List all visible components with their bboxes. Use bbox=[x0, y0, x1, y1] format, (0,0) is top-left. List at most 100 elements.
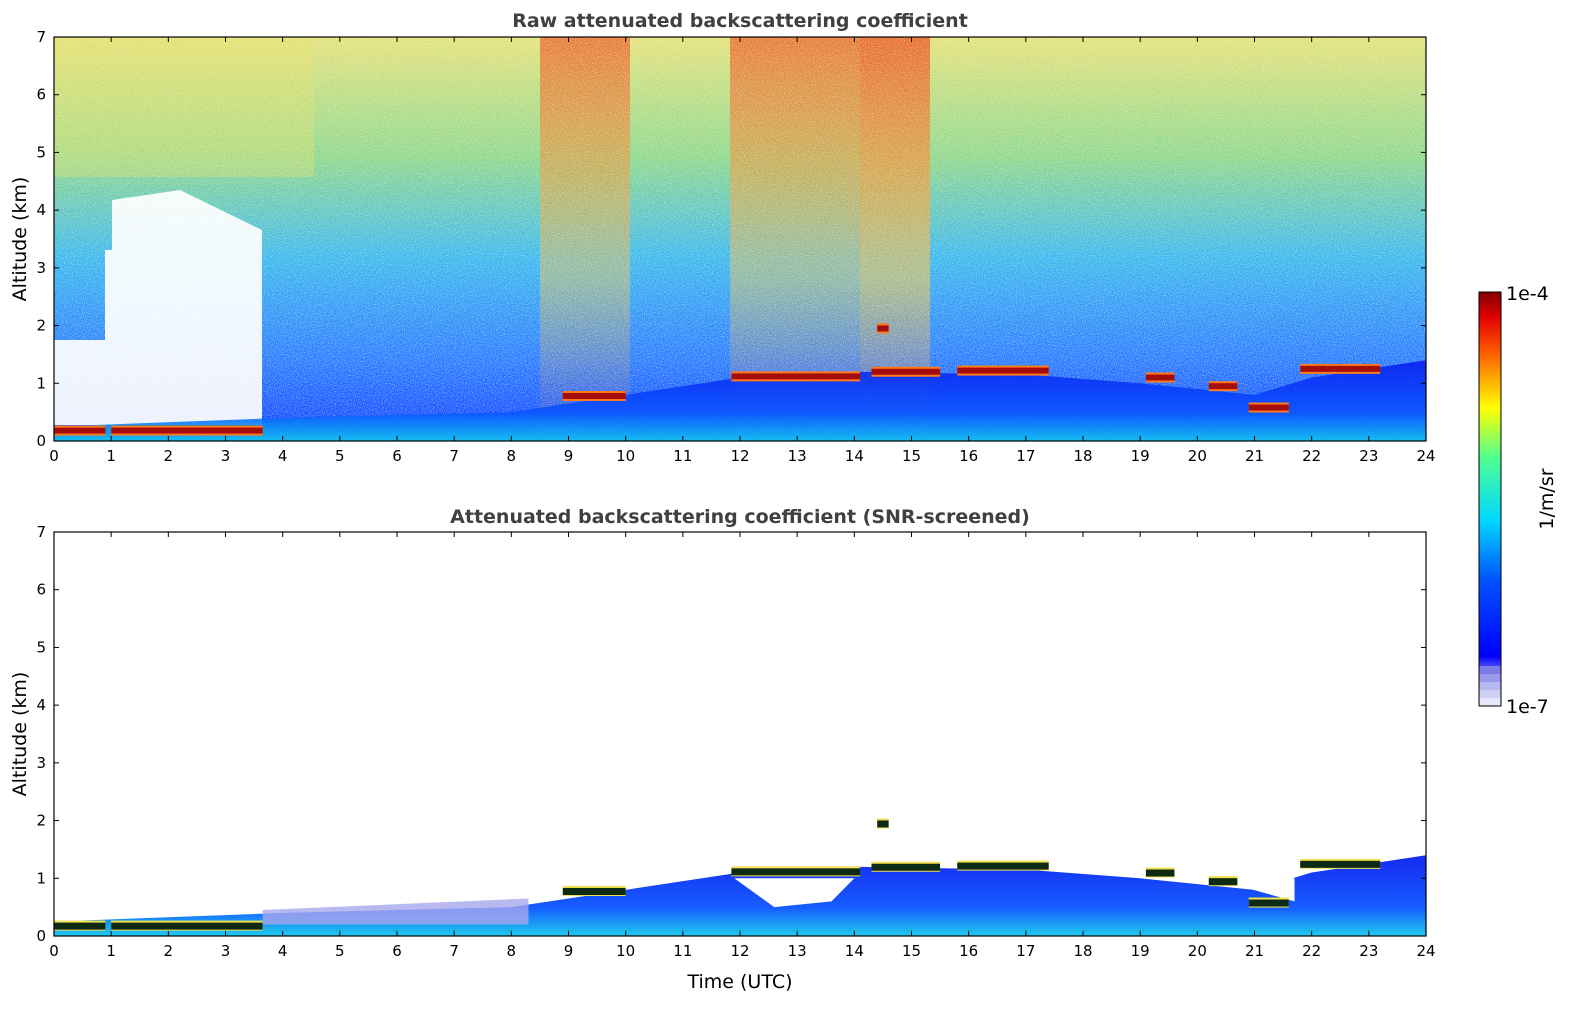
x-tick-label: 8 bbox=[507, 942, 517, 960]
x-tick-label: 17 bbox=[1016, 447, 1035, 465]
colorbar-min-label: 1e-7 bbox=[1506, 696, 1549, 718]
colorbar-max-label: 1e-4 bbox=[1506, 283, 1549, 305]
cloud-layer bbox=[1145, 869, 1175, 877]
raw-heatmap bbox=[54, 37, 1426, 441]
colorbar-label: 1/m/sr bbox=[1536, 468, 1558, 529]
x-tick-label: 20 bbox=[1188, 447, 1207, 465]
cloud-layer bbox=[731, 373, 861, 380]
x-tick-label: 12 bbox=[730, 942, 749, 960]
residual-layer bbox=[262, 898, 529, 925]
y-tick-label: 0 bbox=[36, 432, 46, 450]
raw-y-axis-label: Altitude (km) bbox=[9, 177, 31, 302]
snr-heatmap bbox=[54, 532, 1426, 936]
x-tick-label: 0 bbox=[49, 447, 59, 465]
raw-x-axis: 0 1 2 3 4 5 6 7 8 9 10 11 12 13 14 15 16 17 18 19 20 21 22 23 24 bbox=[49, 37, 1436, 465]
x-tick-label: 22 bbox=[1302, 447, 1321, 465]
cloud-layer bbox=[1248, 404, 1289, 411]
y-tick-label: 4 bbox=[36, 696, 46, 714]
raw-panel-title: Raw attenuated backscattering coefficien… bbox=[512, 10, 968, 32]
cloud-layer bbox=[54, 922, 106, 930]
cloud-layer bbox=[1208, 383, 1238, 390]
x-tick-label: 18 bbox=[1073, 447, 1092, 465]
x-tick-label: 18 bbox=[1073, 942, 1092, 960]
snr-y-axis-label: Altitude (km) bbox=[9, 672, 31, 797]
cloud-layer bbox=[111, 922, 263, 930]
cloud-layer bbox=[111, 427, 263, 434]
x-tick-label: 13 bbox=[788, 447, 807, 465]
cloud-layer bbox=[1300, 860, 1381, 868]
x-tick-label: 8 bbox=[507, 447, 517, 465]
x-tick-label: 20 bbox=[1188, 942, 1207, 960]
x-tick-label: 4 bbox=[278, 447, 288, 465]
y-tick-label: 6 bbox=[36, 86, 46, 104]
x-tick-label: 12 bbox=[730, 447, 749, 465]
cloud-layer bbox=[731, 868, 861, 876]
x-axis-label: Time (UTC) bbox=[686, 971, 792, 993]
x-tick-label: 15 bbox=[902, 447, 921, 465]
cloud-layer bbox=[877, 820, 889, 828]
colorbar-step bbox=[1479, 666, 1501, 674]
colorbar-gradient bbox=[1478, 291, 1502, 707]
y-tick-label: 3 bbox=[36, 754, 46, 772]
y-tick-label: 5 bbox=[36, 143, 46, 161]
x-tick-label: 2 bbox=[164, 447, 174, 465]
x-tick-label: 5 bbox=[335, 447, 345, 465]
y-tick-label: 3 bbox=[36, 259, 46, 277]
x-tick-label: 6 bbox=[392, 942, 402, 960]
raw-y-axis: 0 1 2 3 4 5 6 7 bbox=[36, 28, 1426, 450]
x-tick-label: 13 bbox=[788, 942, 807, 960]
x-tick-label: 14 bbox=[845, 942, 864, 960]
cloud-layer bbox=[1208, 878, 1238, 886]
screened-gap bbox=[1243, 878, 1295, 902]
colorbar-frame bbox=[1478, 291, 1502, 707]
x-tick-label: 3 bbox=[221, 447, 231, 465]
cloud-layer bbox=[1145, 374, 1175, 381]
y-tick-label: 0 bbox=[36, 927, 46, 945]
x-tick-label: 24 bbox=[1416, 942, 1435, 960]
x-tick-label: 9 bbox=[564, 942, 574, 960]
cloud-layer bbox=[877, 325, 889, 332]
x-tick-label: 17 bbox=[1016, 942, 1035, 960]
x-tick-label: 23 bbox=[1359, 942, 1378, 960]
cloud-layer bbox=[871, 863, 941, 871]
cloud-layer bbox=[957, 862, 1049, 870]
x-tick-label: 7 bbox=[449, 942, 459, 960]
y-tick-label: 2 bbox=[36, 317, 46, 335]
x-tick-label: 11 bbox=[673, 942, 692, 960]
x-tick-label: 1 bbox=[106, 447, 116, 465]
screened-gap bbox=[734, 878, 855, 908]
x-tick-label: 11 bbox=[673, 447, 692, 465]
colorbar-step bbox=[1479, 698, 1501, 706]
cloud-layer bbox=[562, 392, 626, 399]
x-tick-label: 2 bbox=[164, 942, 174, 960]
snr-x-axis: 0 1 2 3 4 5 6 7 8 9 10 11 12 13 14 15 16 17 18 19 20 21 22 23 24 bbox=[49, 532, 1436, 960]
x-tick-label: 21 bbox=[1245, 942, 1264, 960]
y-tick-label: 4 bbox=[36, 201, 46, 219]
y-tick-label: 1 bbox=[36, 374, 46, 392]
cloud-layer bbox=[562, 887, 626, 895]
colorbar-step bbox=[1479, 674, 1501, 682]
x-tick-label: 23 bbox=[1359, 447, 1378, 465]
x-tick-label: 3 bbox=[221, 942, 231, 960]
x-tick-label: 1 bbox=[106, 942, 116, 960]
x-tick-label: 10 bbox=[616, 447, 635, 465]
x-tick-label: 14 bbox=[845, 447, 864, 465]
raw-backscatter-panel: Raw attenuated backscattering coefficien… bbox=[9, 10, 1436, 465]
x-tick-label: 19 bbox=[1131, 447, 1150, 465]
cloud-layer bbox=[54, 427, 106, 434]
x-tick-label: 7 bbox=[449, 447, 459, 465]
x-tick-label: 5 bbox=[335, 942, 345, 960]
cloud-layer bbox=[957, 367, 1049, 374]
colorbar-step bbox=[1479, 690, 1501, 698]
snr-y-axis: 0 1 2 3 4 5 6 7 bbox=[36, 523, 1426, 945]
x-tick-label: 0 bbox=[49, 942, 59, 960]
cloud-layer bbox=[1300, 365, 1381, 372]
x-tick-label: 4 bbox=[278, 942, 288, 960]
y-tick-label: 1 bbox=[36, 869, 46, 887]
x-tick-label: 6 bbox=[392, 447, 402, 465]
x-tick-label: 22 bbox=[1302, 942, 1321, 960]
y-tick-label: 5 bbox=[36, 638, 46, 656]
y-tick-label: 2 bbox=[36, 812, 46, 830]
cloud-layer bbox=[871, 368, 941, 375]
colorbar-step bbox=[1479, 682, 1501, 690]
